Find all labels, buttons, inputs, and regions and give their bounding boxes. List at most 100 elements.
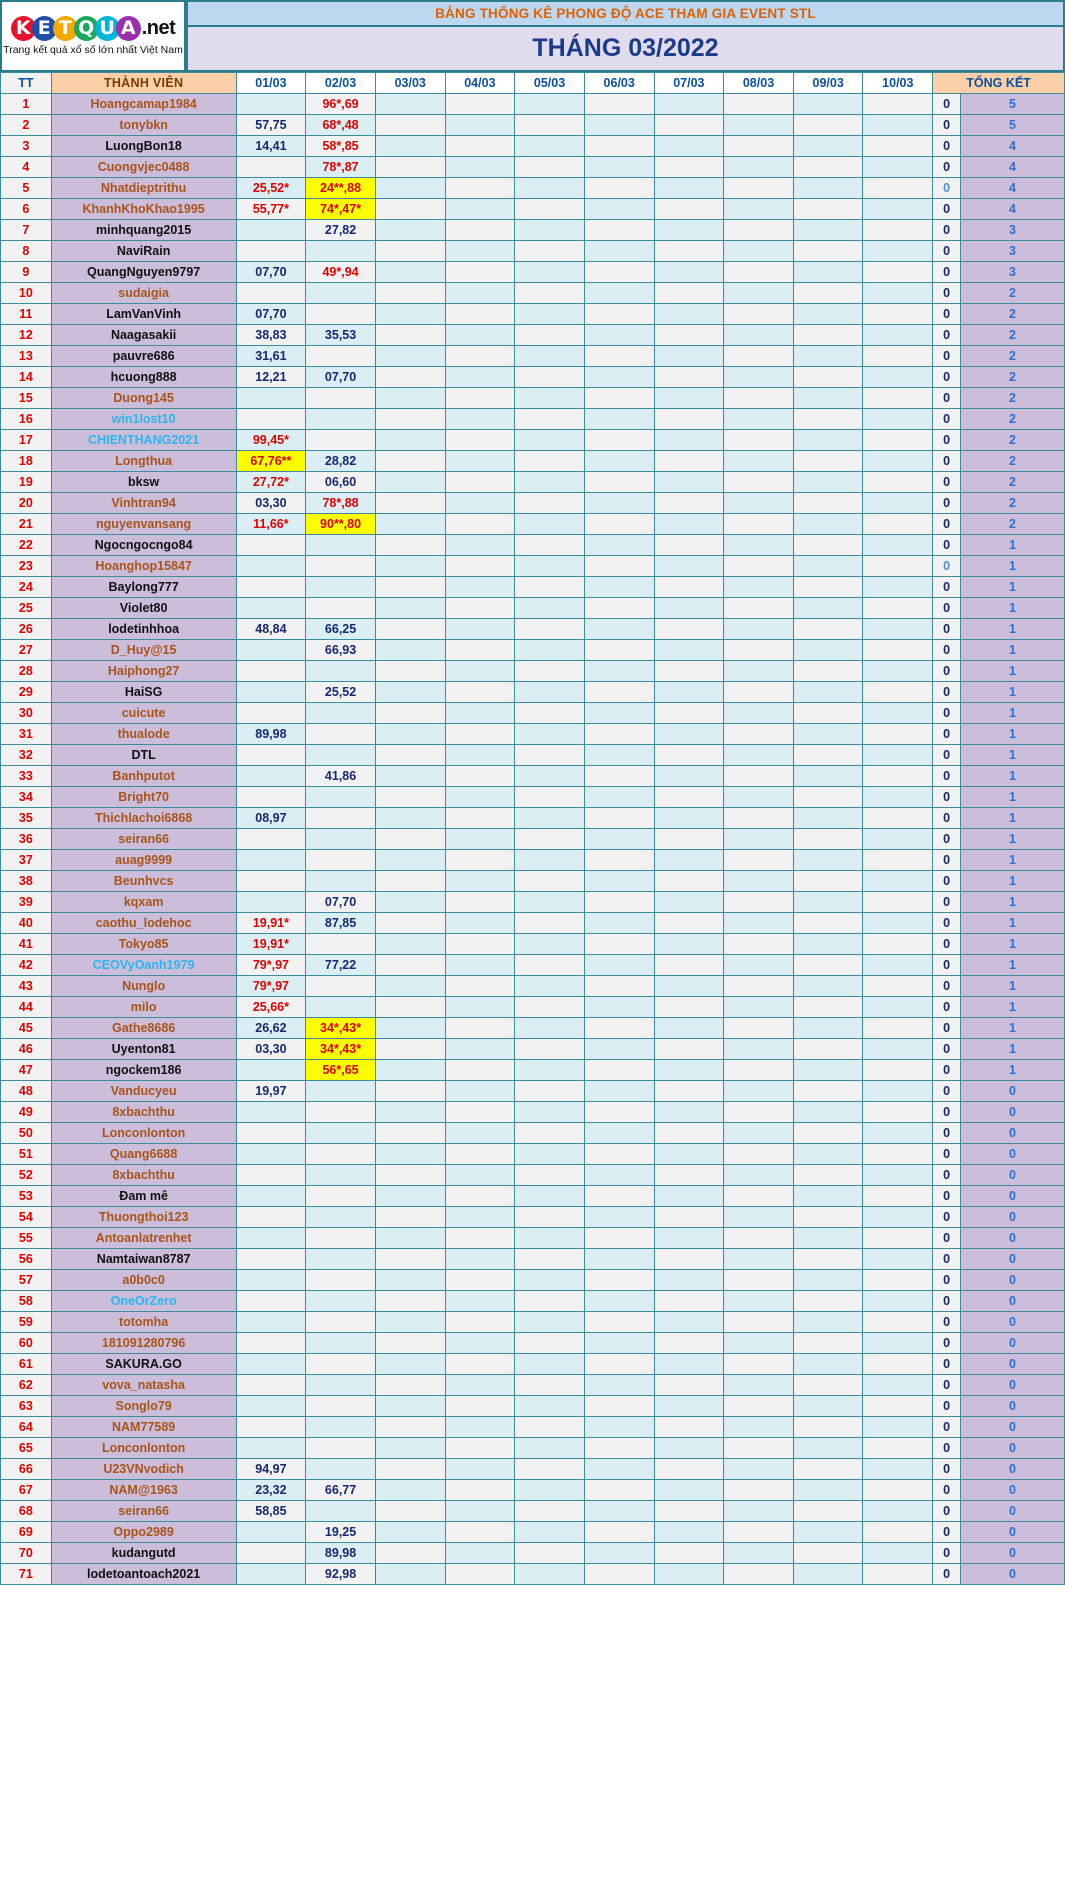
day-cell-9[interactable] bbox=[792, 1374, 864, 1396]
day-cell-2[interactable] bbox=[305, 1458, 376, 1480]
day-cell-9[interactable] bbox=[792, 849, 864, 871]
day-cell-10[interactable] bbox=[862, 1227, 934, 1249]
day-cell-4[interactable] bbox=[444, 1017, 516, 1039]
day-cell-1[interactable]: 27,72* bbox=[235, 471, 307, 493]
day-cell-10[interactable] bbox=[862, 492, 934, 514]
day-cell-9[interactable] bbox=[792, 912, 864, 934]
day-cell-5[interactable] bbox=[514, 1122, 585, 1144]
member-cell[interactable]: Baylong777 bbox=[50, 576, 237, 598]
day-cell-4[interactable] bbox=[444, 1353, 516, 1375]
day-cell-9[interactable] bbox=[792, 303, 864, 325]
day-cell-7[interactable] bbox=[653, 954, 725, 976]
day-cell-5[interactable] bbox=[514, 492, 585, 514]
day-cell-7[interactable] bbox=[653, 870, 725, 892]
day-cell-8[interactable] bbox=[723, 387, 794, 409]
table-row[interactable]: 37 auag9999 0 1 bbox=[0, 849, 1065, 871]
day-cell-1[interactable] bbox=[235, 1206, 307, 1228]
day-cell-6[interactable] bbox=[583, 723, 655, 745]
day-cell-5[interactable] bbox=[514, 870, 585, 892]
day-cell-7[interactable] bbox=[653, 597, 725, 619]
day-cell-2[interactable] bbox=[305, 282, 376, 304]
day-cell-3[interactable] bbox=[374, 1332, 446, 1354]
day-cell-8[interactable] bbox=[723, 912, 794, 934]
day-cell-7[interactable] bbox=[653, 324, 725, 346]
day-cell-1[interactable] bbox=[235, 1563, 307, 1585]
day-cell-5[interactable] bbox=[514, 1185, 585, 1207]
day-cell-6[interactable] bbox=[583, 1164, 655, 1186]
day-cell-6[interactable] bbox=[583, 1353, 655, 1375]
day-cell-5[interactable] bbox=[514, 555, 585, 577]
table-row[interactable]: 25 Violet80 0 1 bbox=[0, 597, 1065, 619]
day-cell-2[interactable] bbox=[305, 1269, 376, 1291]
member-cell[interactable]: minhquang2015 bbox=[50, 219, 237, 241]
day-cell-1[interactable]: 19,91* bbox=[235, 912, 307, 934]
day-cell-7[interactable] bbox=[653, 765, 725, 787]
day-cell-5[interactable] bbox=[514, 1437, 585, 1459]
day-cell-10[interactable] bbox=[862, 975, 934, 997]
day-cell-7[interactable] bbox=[653, 534, 725, 556]
day-cell-2[interactable]: 28,82 bbox=[305, 450, 376, 472]
member-cell[interactable]: SAKURA.GO bbox=[50, 1353, 237, 1375]
member-cell[interactable]: Quang6688 bbox=[50, 1143, 237, 1165]
day-cell-3[interactable] bbox=[374, 240, 446, 262]
day-cell-3[interactable] bbox=[374, 1353, 446, 1375]
day-cell-6[interactable] bbox=[583, 765, 655, 787]
day-cell-6[interactable] bbox=[583, 828, 655, 850]
table-row[interactable]: 6 KhanhKhoKhao1995 55,77* 74*,47* 0 4 bbox=[0, 198, 1065, 220]
day-cell-10[interactable] bbox=[862, 1479, 934, 1501]
day-cell-5[interactable] bbox=[514, 744, 585, 766]
day-cell-4[interactable] bbox=[444, 576, 516, 598]
day-cell-2[interactable] bbox=[305, 1248, 376, 1270]
day-cell-3[interactable] bbox=[374, 996, 446, 1018]
day-cell-1[interactable] bbox=[235, 1521, 307, 1543]
day-cell-3[interactable] bbox=[374, 366, 446, 388]
day-cell-2[interactable]: 07,70 bbox=[305, 366, 376, 388]
day-cell-9[interactable] bbox=[792, 765, 864, 787]
day-cell-9[interactable] bbox=[792, 177, 864, 199]
day-cell-5[interactable] bbox=[514, 114, 585, 136]
day-cell-7[interactable] bbox=[653, 996, 725, 1018]
day-cell-1[interactable] bbox=[235, 639, 307, 661]
day-cell-9[interactable] bbox=[792, 1143, 864, 1165]
day-cell-3[interactable] bbox=[374, 1458, 446, 1480]
day-cell-4[interactable] bbox=[444, 975, 516, 997]
day-cell-1[interactable] bbox=[235, 870, 307, 892]
day-cell-1[interactable] bbox=[235, 597, 307, 619]
day-cell-8[interactable] bbox=[723, 324, 794, 346]
day-cell-5[interactable] bbox=[514, 660, 585, 682]
member-cell[interactable]: nguyenvansang bbox=[50, 513, 237, 535]
day-cell-8[interactable] bbox=[723, 996, 794, 1018]
day-cell-4[interactable] bbox=[444, 1437, 516, 1459]
day-cell-4[interactable] bbox=[444, 1143, 516, 1165]
day-cell-7[interactable] bbox=[653, 1038, 725, 1060]
day-cell-7[interactable] bbox=[653, 1248, 725, 1270]
day-cell-4[interactable] bbox=[444, 1185, 516, 1207]
member-cell[interactable]: U23VNvodich bbox=[50, 1458, 237, 1480]
day-cell-6[interactable] bbox=[583, 1479, 655, 1501]
day-cell-8[interactable] bbox=[723, 975, 794, 997]
day-cell-10[interactable] bbox=[862, 870, 934, 892]
day-cell-6[interactable] bbox=[583, 1374, 655, 1396]
day-cell-2[interactable] bbox=[305, 1185, 376, 1207]
day-cell-8[interactable] bbox=[723, 618, 794, 640]
day-cell-3[interactable] bbox=[374, 1395, 446, 1417]
day-cell-5[interactable] bbox=[514, 1500, 585, 1522]
member-cell[interactable]: NAM@1963 bbox=[50, 1479, 237, 1501]
day-cell-1[interactable] bbox=[235, 156, 307, 178]
day-cell-7[interactable] bbox=[653, 807, 725, 829]
day-cell-5[interactable] bbox=[514, 1374, 585, 1396]
day-cell-7[interactable] bbox=[653, 1206, 725, 1228]
day-cell-6[interactable] bbox=[583, 1122, 655, 1144]
table-row[interactable]: 27 D_Huy@15 66,93 0 1 bbox=[0, 639, 1065, 661]
day-cell-3[interactable] bbox=[374, 1080, 446, 1102]
day-cell-4[interactable] bbox=[444, 408, 516, 430]
day-cell-9[interactable] bbox=[792, 345, 864, 367]
member-cell[interactable]: kudangutd bbox=[50, 1542, 237, 1564]
day-cell-10[interactable] bbox=[862, 1542, 934, 1564]
day-cell-6[interactable] bbox=[583, 492, 655, 514]
day-cell-6[interactable] bbox=[583, 324, 655, 346]
day-cell-4[interactable] bbox=[444, 1311, 516, 1333]
day-cell-8[interactable] bbox=[723, 702, 794, 724]
day-cell-9[interactable] bbox=[792, 534, 864, 556]
day-cell-7[interactable] bbox=[653, 1101, 725, 1123]
